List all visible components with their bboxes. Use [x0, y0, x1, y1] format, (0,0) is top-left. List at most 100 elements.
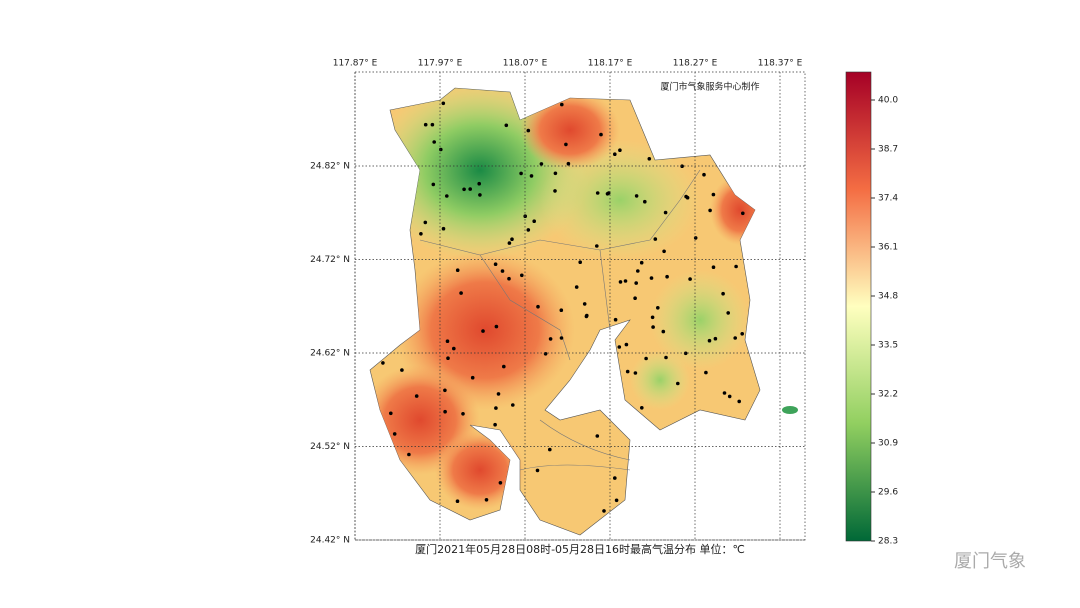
colorbar-tick-label: 32.2: [878, 390, 898, 400]
station: [595, 191, 600, 195]
station: [430, 122, 435, 127]
station: [741, 211, 745, 216]
station: [419, 232, 423, 236]
station: [721, 291, 725, 296]
station: [548, 337, 553, 341]
station: [653, 237, 658, 241]
station: [595, 434, 600, 438]
station: [613, 152, 617, 156]
colorbar-tick-label: 36.1: [878, 243, 898, 253]
station: [733, 336, 737, 340]
station: [702, 172, 706, 177]
station: [649, 276, 654, 280]
station: [564, 142, 568, 147]
colorbar-tick-label: 40.0: [878, 96, 898, 106]
station: [726, 311, 730, 315]
station: [407, 452, 411, 457]
station: [494, 406, 498, 410]
station: [683, 351, 688, 356]
station: [507, 276, 511, 281]
station: [423, 122, 428, 127]
station: [445, 339, 450, 344]
map-frame: [354, 71, 806, 541]
station: [462, 187, 466, 192]
station: [664, 355, 668, 360]
credit: 厦门市气象服务中心制作: [660, 81, 759, 93]
colorbar-tick-label: 38.7: [878, 145, 898, 155]
station: [392, 432, 397, 436]
station: [529, 174, 534, 178]
station: [539, 162, 544, 166]
station: [566, 161, 571, 166]
lat-label: 24.62° N: [310, 349, 350, 359]
station: [536, 304, 540, 309]
station: [651, 325, 655, 329]
station: [661, 329, 666, 334]
station: [461, 412, 465, 416]
colorbar-tick-label: 33.5: [878, 341, 898, 351]
station: [502, 364, 506, 369]
station: [532, 219, 536, 223]
station: [400, 368, 404, 372]
colorbar-ticks: 28.3 29.6 30.9 32.2 33.5 34.8 36.1 37.4 38.7 40.0: [871, 96, 898, 547]
station: [553, 171, 558, 176]
station: [624, 342, 629, 347]
station: [618, 280, 623, 284]
station: [470, 375, 475, 380]
station: [663, 210, 668, 215]
station: [676, 381, 680, 386]
lat-label: 24.52° N: [310, 442, 350, 452]
station: [493, 262, 498, 267]
station: [441, 226, 446, 231]
station: [504, 123, 509, 128]
station: [496, 392, 501, 396]
station: [704, 370, 708, 375]
station: [640, 406, 644, 410]
station: [526, 228, 531, 232]
colorbar-tick-label: 28.3: [878, 537, 898, 547]
station: [443, 388, 447, 393]
station: [526, 128, 531, 133]
station: [439, 147, 443, 152]
colorbar: [845, 71, 872, 542]
graticule: 117.87° E 117.97° E 118.07° E 118.17° E 118.…: [310, 59, 805, 546]
station: [455, 499, 460, 504]
station: [662, 249, 666, 254]
station: [500, 269, 505, 273]
station: [633, 371, 638, 375]
station: [639, 260, 644, 265]
station: [602, 509, 606, 513]
station: [414, 394, 419, 398]
station: [737, 399, 741, 404]
station: [680, 164, 684, 168]
watermark: 厦门气象: [954, 551, 1026, 572]
station: [432, 140, 437, 144]
lat-label: 24.72° N: [310, 255, 350, 265]
station: [613, 317, 618, 322]
lon-label: 117.97° E: [418, 59, 463, 69]
station: [727, 394, 732, 399]
station: [510, 237, 514, 241]
station: [665, 274, 669, 279]
station: [459, 291, 463, 295]
station: [535, 468, 540, 473]
station: [478, 193, 482, 197]
station: [606, 191, 611, 195]
station: [574, 285, 579, 289]
station: [494, 324, 499, 329]
station: [455, 268, 460, 273]
station: [623, 279, 628, 283]
lat-label: 24.42° N: [310, 536, 350, 546]
station: [722, 391, 727, 395]
station: [634, 194, 639, 198]
station: [614, 498, 619, 503]
station: [484, 498, 489, 502]
station: [431, 182, 436, 187]
colorbar-tick-label: 29.6: [878, 488, 898, 498]
station: [560, 102, 564, 107]
map: [369, 87, 798, 536]
map-title: 厦门2021年05月28日08时-05月28日16时最高气温分布 单位：℃: [415, 542, 745, 556]
colorbar-tick-label: 30.9: [878, 439, 898, 449]
station: [713, 336, 718, 341]
station: [498, 481, 503, 485]
